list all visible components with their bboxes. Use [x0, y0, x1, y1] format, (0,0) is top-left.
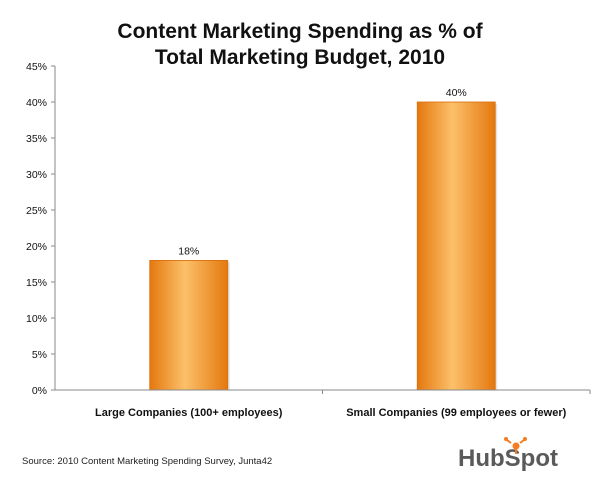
- y-tick-label: 10%: [26, 313, 47, 325]
- x-axis: Large Companies (100+ employees) Small Co…: [55, 389, 591, 419]
- y-tick-label: 30%: [26, 169, 47, 181]
- bar-data-label: 18%: [178, 245, 199, 257]
- y-axis: 0% 5% 10% 15% 20% 25% 30% 35% 40% 45%: [26, 61, 56, 397]
- logo-wordmark: HubSpot: [458, 445, 558, 472]
- chart-title-line-1: Content Marketing Spending as % of: [117, 20, 483, 43]
- x-category-label: Large Companies (100+ employees): [95, 407, 283, 419]
- y-tick-label: 40%: [26, 97, 47, 109]
- sprocket-icon: [504, 437, 527, 454]
- y-tick-label: 15%: [26, 277, 47, 289]
- hubspot-logo: HubSpot: [458, 437, 558, 472]
- y-tick-label: 45%: [26, 61, 47, 73]
- y-tick-label: 0%: [32, 385, 47, 397]
- bars: 18% 40%: [149, 87, 498, 391]
- bar: [416, 101, 496, 391]
- bar-data-label: 40%: [446, 87, 467, 99]
- y-tick-label: 25%: [26, 205, 47, 217]
- y-tick-label: 35%: [26, 133, 47, 145]
- y-tick-label: 20%: [26, 241, 47, 253]
- source-note: Source: 2010 Content Marketing Spending …: [22, 456, 272, 467]
- bar: [149, 259, 229, 391]
- y-tick-label: 5%: [32, 349, 47, 361]
- x-category-label: Small Companies (99 employees or fewer): [346, 407, 566, 419]
- chart-title-line-2: Total Marketing Budget, 2010: [155, 46, 445, 69]
